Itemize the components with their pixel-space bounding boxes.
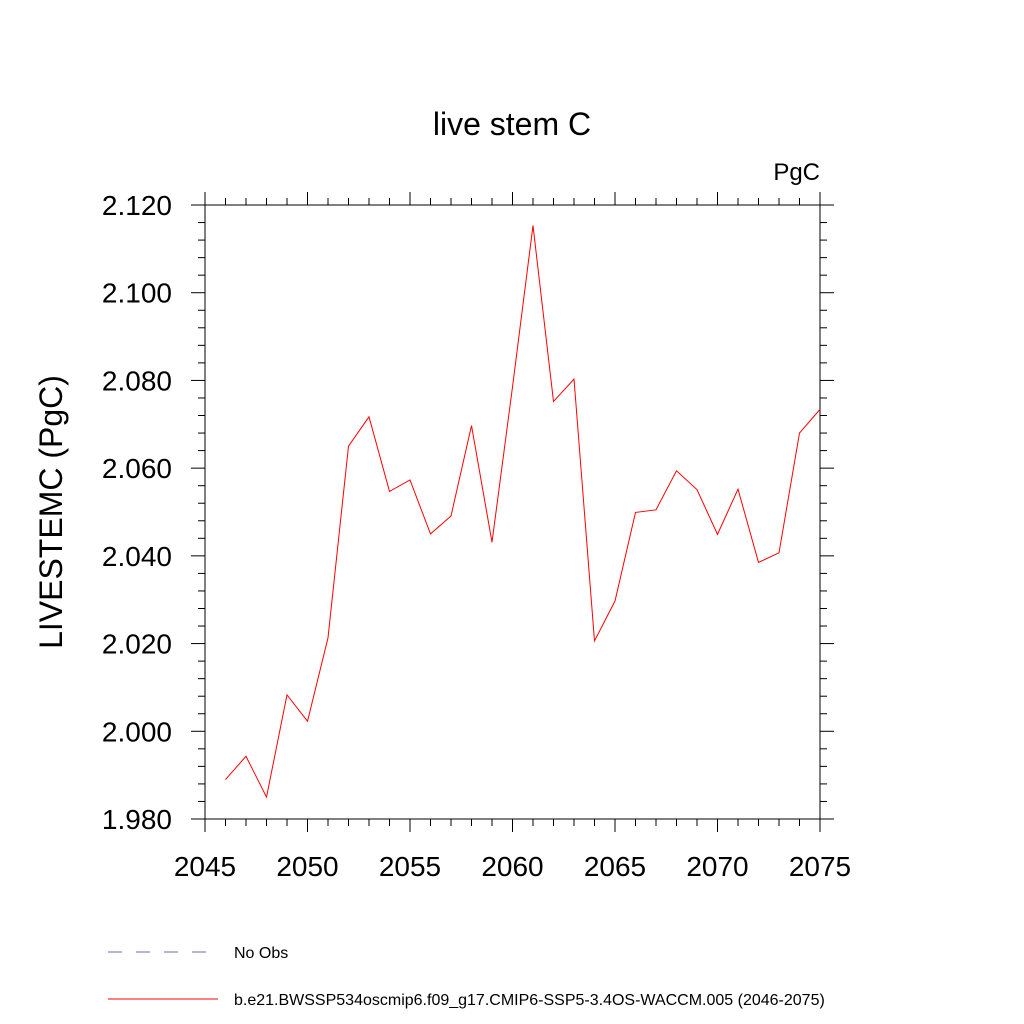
y-tick-label: 2.060 [102, 453, 172, 484]
y-tick-label: 2.100 [102, 278, 172, 309]
legend: No Obs b.e21.BWSSP534oscmip6.f09_g17.CMI… [108, 945, 825, 1009]
x-tick-label: 2065 [584, 851, 646, 882]
chart-title: live stem C [433, 106, 591, 142]
x-tick-label: 2070 [686, 851, 748, 882]
axes: 2045 2050 2055 2060 2065 2070 2075 1.980 2.000 2.… [102, 190, 851, 882]
units-label: PgC [773, 159, 820, 186]
y-tick-label: 2.120 [102, 190, 172, 221]
series-lines [225, 225, 821, 799]
x-tick-label: 2060 [481, 851, 543, 882]
y-tick-label: 2.080 [102, 365, 172, 396]
y-tick-label: 2.040 [102, 541, 172, 572]
legend-label-no-obs: No Obs [234, 945, 288, 962]
y-tick-label: 2.020 [102, 629, 172, 660]
x-tick-label: 2055 [379, 851, 441, 882]
series-line [225, 225, 821, 799]
x-tick-label: 2045 [174, 851, 236, 882]
y-tick-label: 1.980 [102, 804, 172, 835]
y-axis-label: LIVESTEMC (PgC) [33, 375, 69, 649]
x-tick-label: 2075 [789, 851, 851, 882]
legend-label-model-run: b.e21.BWSSP534oscmip6.f09_g17.CMIP6-SSP5… [234, 992, 825, 1009]
x-tick-label: 2050 [276, 851, 338, 882]
y-tick-label: 2.000 [102, 716, 172, 747]
